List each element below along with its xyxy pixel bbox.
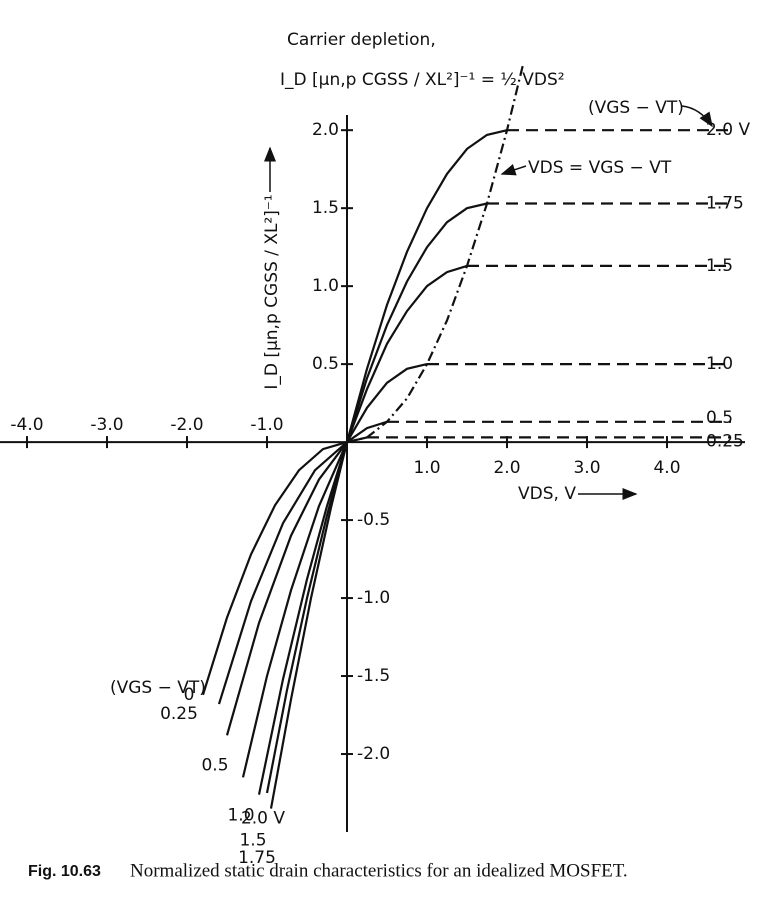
x-tick-label: -4.0 — [10, 415, 43, 435]
drain-curve — [201, 441, 348, 696]
x-tick-label: 4.0 — [653, 458, 680, 478]
y-tick-label: -1.0 — [357, 588, 390, 608]
chart-title: Carrier depletion, — [287, 30, 436, 50]
key-arrow — [681, 105, 713, 128]
y-axis-label: I_D [μn,p CGSS / XL²]⁻¹ — [262, 194, 282, 389]
curve-label: 1.75 — [238, 848, 276, 868]
end-label: 1.5 — [706, 256, 733, 276]
drain-curve — [269, 129, 508, 809]
drain-curve — [257, 264, 468, 795]
curve-label: 1.0 — [227, 805, 254, 825]
x-tick-label: 1.0 — [413, 458, 440, 478]
y-tick-label: 2.0 — [312, 120, 339, 140]
drain-curve — [225, 420, 388, 736]
end-label: 1.0 — [706, 354, 733, 374]
curve-label: 0.25 — [160, 704, 198, 724]
curve-label: 0.5 — [201, 755, 228, 775]
y-tick-label: 1.0 — [312, 276, 339, 296]
boundary-label: VDS = VGS − VT — [528, 158, 672, 178]
y-tick-label: -0.5 — [357, 510, 390, 530]
x-axis-label: VDS, V — [518, 484, 576, 504]
top-key-label: (VGS − VT) — [588, 98, 684, 118]
x-tick-label: 3.0 — [573, 458, 600, 478]
y-tick-label: 0.5 — [312, 354, 339, 374]
curve-label: 2.0 V — [241, 809, 285, 829]
curve-label: 1.5 — [239, 831, 266, 851]
end-label: 1.75 — [706, 193, 744, 213]
formula: I_D [μn,p CGSS / XL²]⁻¹ = ½ VDS² — [280, 70, 565, 90]
y-tick-label: -1.5 — [357, 666, 390, 686]
boundary-arrow — [500, 164, 527, 176]
y-tick-label: 1.5 — [312, 198, 339, 218]
curve-label: 0 — [184, 685, 195, 705]
caption-number: Fig. 10.63 — [28, 863, 101, 880]
boundary-curve — [346, 64, 525, 444]
end-label: 2.0 V — [706, 120, 750, 140]
x-tick-label: -1.0 — [250, 415, 283, 435]
caption: Normalized static drain characteristics … — [130, 860, 628, 881]
drain-curve — [265, 202, 488, 794]
x-tick-label: 2.0 — [493, 458, 520, 478]
x-tick-label: -3.0 — [90, 415, 123, 435]
x-tick-label: -2.0 — [170, 415, 203, 435]
end-label: 0.5 — [706, 408, 733, 428]
bottom-key-label: (VGS − VT) — [110, 678, 206, 698]
end-label: 0.25 — [706, 431, 744, 451]
y-tick-label: -2.0 — [357, 744, 390, 764]
